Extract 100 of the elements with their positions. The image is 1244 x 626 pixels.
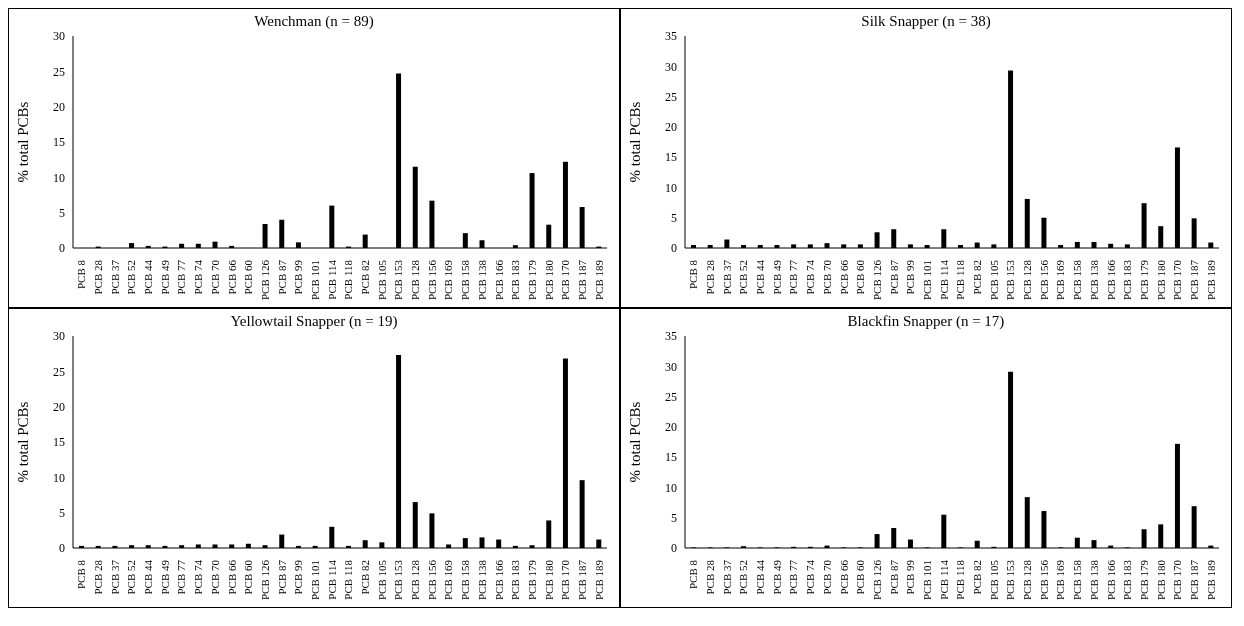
x-tick-label: PCB 166 [1104,559,1117,601]
x-tick-label: PCB 179 [1137,259,1150,301]
x-tick-label: PCB 44 [754,559,767,595]
x-tick-label: PCB 170 [1171,559,1184,601]
y-tick-label: 5 [671,510,677,525]
x-tick-label: PCB 101 [308,260,321,301]
x-tick-label: PCB 166 [492,559,505,601]
x-tick-label: PCB 8 [687,259,700,290]
x-tick-label: PCB 156 [425,559,438,601]
x-tick-label: PCB 66 [837,259,850,295]
x-tick-label: PCB 179 [525,259,538,301]
y-tick-label: 15 [53,435,65,450]
y-axis-title: % total PCBs [15,401,32,483]
x-tick-label: PCB 189 [1204,259,1217,301]
x-tick-label: PCB 128 [409,259,422,301]
x-tick-label: PCB 114 [937,259,950,300]
x-tick-label: PCB 187 [1187,559,1200,601]
x-tick-label: PCB 118 [954,259,967,300]
y-tick-label: 30 [665,359,677,374]
y-tick-label: 25 [665,389,677,404]
x-tick-label: PCB 183 [509,559,522,601]
x-tick-label: PCB 82 [971,560,984,595]
x-tick-label: PCB 37 [720,559,733,595]
x-tick-label: PCB 153 [1004,559,1017,601]
x-tick-label: PCB 118 [954,559,967,600]
y-tick-label: 30 [53,329,65,344]
y-tick-label: 10 [665,180,677,195]
x-tick-label: PCB 126 [258,259,271,301]
x-tick-label: PCB 187 [1187,259,1200,301]
x-tick-label: PCB 169 [1054,259,1067,301]
y-tick-label: 5 [59,205,65,220]
x-tick-label: PCB 126 [870,559,883,601]
x-tick-label: PCB 52 [737,560,750,595]
x-tick-label: PCB 87 [275,259,288,295]
x-tick-label: PCB 169 [1054,559,1067,601]
x-tick-label: PCB 153 [1004,259,1017,301]
x-tick-label: PCB 49 [158,259,171,295]
y-tick-label: 0 [671,241,677,256]
x-tick-label: PCB 118 [342,259,355,300]
y-tick-label: 20 [53,399,65,414]
x-tick-label: PCB 153 [392,259,405,301]
x-tick-label: PCB 60 [854,259,867,295]
y-tick-label: 15 [665,150,677,165]
x-tick-label: PCB 170 [1171,259,1184,301]
x-tick-label: PCB 169 [442,559,455,601]
x-tick-label: PCB 37 [108,259,121,295]
x-tick-label: PCB 28 [92,259,105,295]
y-axis-title: % total PCBs [627,101,644,183]
x-tick-label: PCB 105 [987,559,1000,601]
x-tick-label: PCB 114 [325,559,338,600]
x-tick-label: PCB 37 [108,559,121,595]
x-tick-label: PCB 180 [1154,259,1167,301]
x-tick-label: PCB 52 [737,260,750,295]
x-tick-label: PCB 183 [1121,259,1134,301]
y-tick-label: 25 [53,364,65,379]
x-tick-label: PCB 66 [837,559,850,595]
x-tick-label: PCB 156 [1037,559,1050,601]
y-tick-label: 15 [53,135,65,150]
y-tick-label: 5 [671,210,677,225]
x-tick-label: PCB 189 [1204,559,1217,601]
x-tick-label: PCB 158 [1071,259,1084,301]
x-tick-label: PCB 87 [275,559,288,595]
x-tick-label: PCB 166 [492,259,505,301]
x-tick-label: PCB 180 [542,259,555,301]
x-tick-label: PCB 153 [392,559,405,601]
x-tick-label: PCB 189 [592,259,605,301]
x-tick-label: PCB 70 [820,559,833,595]
x-tick-label: PCB 74 [192,259,205,295]
x-tick-label: PCB 166 [1104,259,1117,301]
x-tick-label: PCB 101 [920,260,933,301]
y-tick-label: 35 [665,329,677,344]
y-tick-label: 0 [59,541,65,556]
x-tick-label: PCB 49 [158,559,171,595]
x-tick-label: PCB 87 [887,559,900,595]
y-tick-label: 5 [59,505,65,520]
x-tick-label: PCB 77 [175,259,188,295]
x-tick-label: PCB 87 [887,259,900,295]
x-tick-label: PCB 60 [242,259,255,295]
x-tick-label: PCB 44 [142,559,155,595]
y-tick-label: 30 [53,29,65,44]
x-tick-label: PCB 49 [770,559,783,595]
x-tick-label: PCB 66 [225,259,238,295]
x-tick-label: PCB 52 [125,260,138,295]
x-tick-label: PCB 44 [754,259,767,295]
x-tick-label: PCB 158 [1071,559,1084,601]
x-tick-label: PCB 179 [525,559,538,601]
x-tick-label: PCB 156 [1037,259,1050,301]
x-tick-label: PCB 126 [258,559,271,601]
x-tick-label: PCB 82 [359,260,372,295]
x-tick-label: PCB 28 [704,559,717,595]
x-tick-label: PCB 49 [770,259,783,295]
x-tick-label: PCB 187 [575,259,588,301]
chart-title: Blackfin Snapper (n = 17) [846,313,1006,330]
y-tick-label: 20 [665,420,677,435]
x-tick-label: PCB 70 [820,259,833,295]
chart-title: Yellowtail Snapper (n = 19) [229,313,399,330]
x-tick-label: PCB 169 [442,259,455,301]
x-tick-label: PCB 66 [225,559,238,595]
x-tick-label: PCB 44 [142,259,155,295]
x-tick-label: PCB 180 [542,559,555,601]
